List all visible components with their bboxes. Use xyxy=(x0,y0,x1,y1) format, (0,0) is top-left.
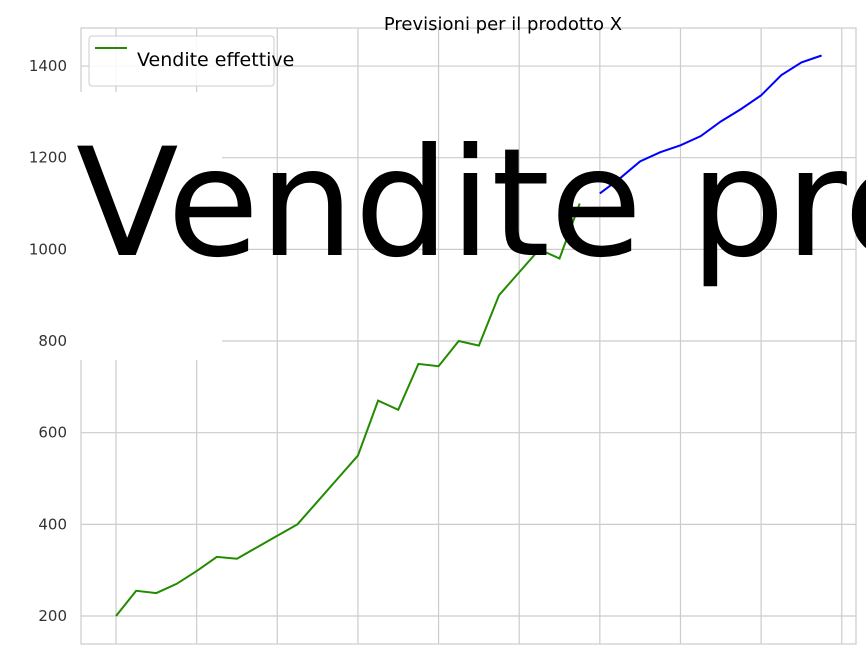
y-tick-label: 1400 xyxy=(29,57,67,75)
legend-label-effettive: Vendite effettive xyxy=(137,49,294,71)
y-tick-label: 200 xyxy=(38,607,67,625)
y-tick-label: 1000 xyxy=(29,240,67,258)
y-tick-labels: 200 400 600 800 1000 1200 1400 xyxy=(29,57,67,625)
chart-title: Previsioni per il prodotto X xyxy=(384,14,622,35)
y-tick-label: 1200 xyxy=(29,149,67,167)
legend-overflow-background xyxy=(76,92,222,360)
legend: Vendite effettive Vendite previste xyxy=(76,35,866,360)
y-tick-label: 400 xyxy=(38,515,67,533)
series-line-1 xyxy=(599,54,822,195)
series-lines xyxy=(115,54,822,617)
series-line-0 xyxy=(115,203,581,617)
legend-box xyxy=(88,35,275,87)
y-tick-label: 800 xyxy=(38,332,67,350)
y-tick-label: 600 xyxy=(38,424,67,442)
grid xyxy=(81,28,856,644)
legend-label-previste: Vendite previste xyxy=(76,117,866,291)
